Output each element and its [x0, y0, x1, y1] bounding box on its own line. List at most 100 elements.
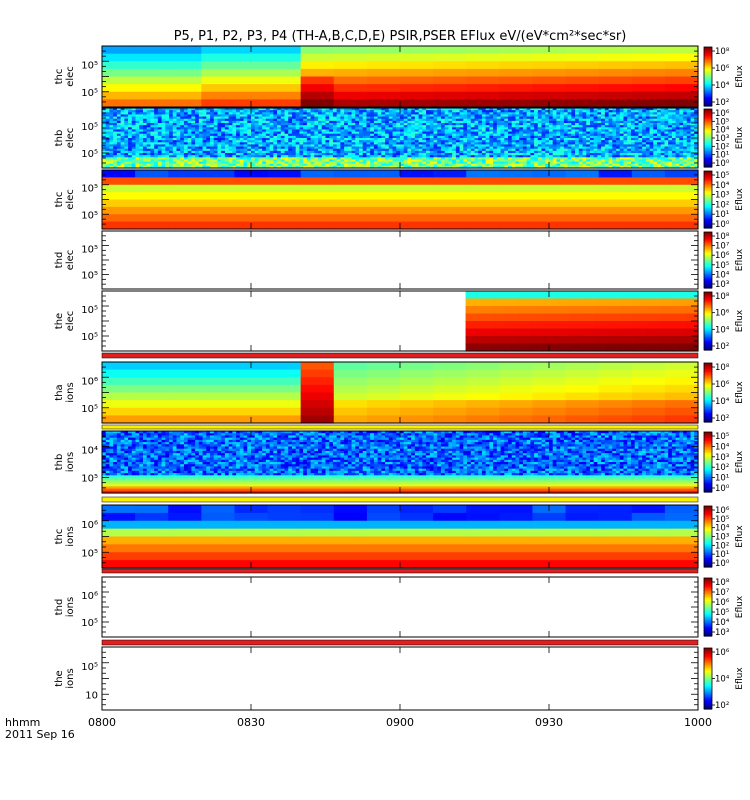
- colorbar-tick-label: 10⁷: [715, 242, 730, 252]
- spectrogram-panel-7: 10⁴ 10⁵ thb ions: [54, 431, 699, 494]
- colorbar-label: Eflux: [735, 525, 745, 548]
- colorbar-tick-label: 10³: [715, 453, 729, 463]
- y-tick-label: 10⁶: [81, 520, 98, 531]
- panel-separator-strip: [102, 353, 698, 358]
- colorbar-tick-label: 10⁴: [715, 81, 730, 91]
- colorbar-tick-label: 10²: [715, 701, 729, 711]
- colorbar-tick-label: 10⁶: [715, 380, 730, 390]
- y-tick-label: 10⁵: [81, 184, 98, 195]
- colorbar-tick-label: 10⁰: [715, 220, 730, 230]
- colorbar-5: 10⁸ 10⁶ 10⁴ 10² Eflux: [704, 292, 745, 352]
- y-tick-label: 10⁵: [81, 88, 98, 99]
- colorbar-7: 10⁵10⁴10³10²10¹10⁰Eflux: [704, 432, 745, 494]
- colorbar-tick-label: 10⁰: [715, 559, 730, 569]
- colorbar-label: Eflux: [735, 248, 745, 271]
- colorbar-tick-label: 10⁴: [715, 270, 730, 280]
- panel-ylabel: elec: [65, 66, 76, 87]
- y-tick-label: 10⁵: [81, 244, 98, 255]
- spectrogram-panel-8: 10⁶ 10⁵ thc ions: [54, 505, 699, 569]
- colorbar-1: 10⁸10⁶10⁴10²Eflux: [704, 47, 745, 108]
- colorbar-label: Eflux: [735, 381, 745, 404]
- colorbar-tick-label: 10²: [715, 342, 729, 352]
- colorbar-tick-label: 10⁶: [715, 309, 730, 319]
- y-tick-label: 10⁵: [81, 332, 98, 343]
- y-tick-label: 10⁳: [85, 690, 98, 701]
- colorbar-tick-label: 10³: [715, 191, 729, 201]
- colorbar-tick-label: 10⁴: [715, 181, 730, 191]
- y-tick-label: 10⁵: [81, 122, 98, 133]
- colorbar-10: 10⁶ 10⁴ 10² Eflux: [704, 648, 745, 711]
- y-tick-label: 10⁵: [81, 618, 98, 629]
- spectrogram-panel-9: 10⁶ 10⁵ thd ions: [54, 577, 698, 637]
- panel-separator-strip: [102, 425, 698, 429]
- colorbar-tick-label: 10⁷: [715, 588, 730, 598]
- y-tick-label: 10⁶: [81, 376, 98, 387]
- panel-ylabel: ions: [65, 668, 76, 688]
- colorbar-tick-label: 10⁸: [715, 292, 730, 302]
- panel-ylabel: ions: [65, 382, 76, 402]
- colorbar-label: Eflux: [735, 126, 745, 149]
- colorbar-tick-label: 10⁴: [715, 442, 730, 452]
- colorbar-2: 10⁶10⁵10⁴10³10²10¹10⁰Eflux: [704, 109, 745, 169]
- y-tick-label: 10⁵: [81, 271, 98, 282]
- colorbar-tick-label: 10⁸: [715, 578, 730, 588]
- panel-ylabel: the: [54, 313, 65, 329]
- colorbar-label: Eflux: [735, 309, 745, 332]
- panel-ylabel: thd: [54, 252, 65, 269]
- panel-separator-strip: [102, 640, 698, 645]
- spectrogram-panel-5: 10⁵10⁵the elec: [54, 291, 699, 352]
- panel-ylabel: ions: [65, 597, 76, 617]
- panel-ylabel: ions: [65, 452, 76, 472]
- colorbar-tick-label: 10¹: [715, 474, 729, 484]
- colorbar-tick-label: 10⁰: [715, 159, 730, 169]
- colorbar-label: Eflux: [735, 667, 745, 690]
- y-tick-label: 10⁵: [81, 474, 98, 485]
- panel-ylabel: thb: [54, 454, 65, 471]
- panel-ylabel: tha: [54, 384, 65, 400]
- colorbar-tick-label: 10⁵: [715, 261, 729, 271]
- spectrogram-panel-10: 10⁵ 10⁳ the ions: [54, 647, 698, 710]
- panel-ylabel: the: [54, 670, 65, 686]
- colorbar-tick-label: 10⁴: [715, 618, 730, 628]
- colorbar-tick-label: 10⁴: [715, 397, 730, 407]
- colorbar-label: Eflux: [735, 65, 745, 88]
- colorbar-tick-label: 10⁵: [715, 432, 729, 442]
- colorbar-tick-label: 10⁵: [715, 608, 729, 618]
- y-tick-label: 10⁵: [81, 149, 98, 160]
- colorbar-tick-label: 10⁶: [715, 598, 730, 608]
- colorbar-tick-label: 10⁸: [715, 232, 730, 242]
- spectrogram-panel-6: 10⁶ 10⁵ tha ions: [54, 362, 699, 424]
- colorbar-4: 10⁸10⁷10⁶10⁵10⁴10³ Eflux: [704, 232, 745, 290]
- colorbar-6: 10⁸10⁶10⁴10²Eflux: [704, 363, 745, 424]
- colorbar-label: Eflux: [735, 595, 745, 618]
- colorbar-label: Eflux: [735, 188, 745, 211]
- colorbar-tick-label: 10²: [715, 463, 729, 473]
- y-tick-label: 10⁵: [81, 662, 98, 673]
- panel-ylabel: thd: [54, 599, 65, 616]
- colorbar-8: 10⁶10⁵10⁴10³10²10¹10⁰Eflux: [704, 506, 745, 569]
- colorbar-tick-label: 10²: [715, 200, 729, 210]
- y-tick-label: 10⁶: [81, 591, 98, 602]
- colorbar-tick-label: 10⁶: [715, 64, 730, 74]
- spectrogram-figure: 10⁵10⁵thc elec10⁸10⁶10⁴10²Eflux10⁵10⁵thb e…: [0, 0, 750, 800]
- colorbar-label: Eflux: [735, 450, 745, 473]
- colorbar-tick-label: 10²: [715, 414, 729, 424]
- y-tick-label: 10⁵: [81, 548, 98, 559]
- y-tick-label: 10⁵: [81, 404, 98, 415]
- panel-separator-strip: [102, 569, 698, 573]
- panel-ylabel: thc: [54, 529, 65, 545]
- colorbar-tick-label: 10³: [715, 280, 729, 290]
- panel-ylabel: ions: [65, 526, 76, 546]
- colorbar-tick-label: 10⁴: [715, 325, 730, 335]
- colorbar-3: 10⁵10⁴10³10²10¹10⁰ Eflux: [704, 171, 745, 230]
- spectrogram-panel-3: 10⁵10⁵thc elec: [54, 170, 699, 230]
- spectrogram-panel-2: 10⁵10⁵thb elec: [54, 108, 699, 169]
- colorbar-tick-label: 10⁶: [715, 251, 730, 261]
- y-tick-label: 10⁴: [81, 446, 98, 457]
- colorbar-tick-label: 10³: [715, 628, 729, 638]
- panel-ylabel: thb: [54, 130, 65, 147]
- colorbar-tick-label: 10¹: [715, 210, 729, 220]
- colorbar-tick-label: 10⁵: [715, 171, 729, 181]
- colorbar-tick-label: 10⁶: [715, 648, 730, 658]
- panel-ylabel: thc: [54, 192, 65, 208]
